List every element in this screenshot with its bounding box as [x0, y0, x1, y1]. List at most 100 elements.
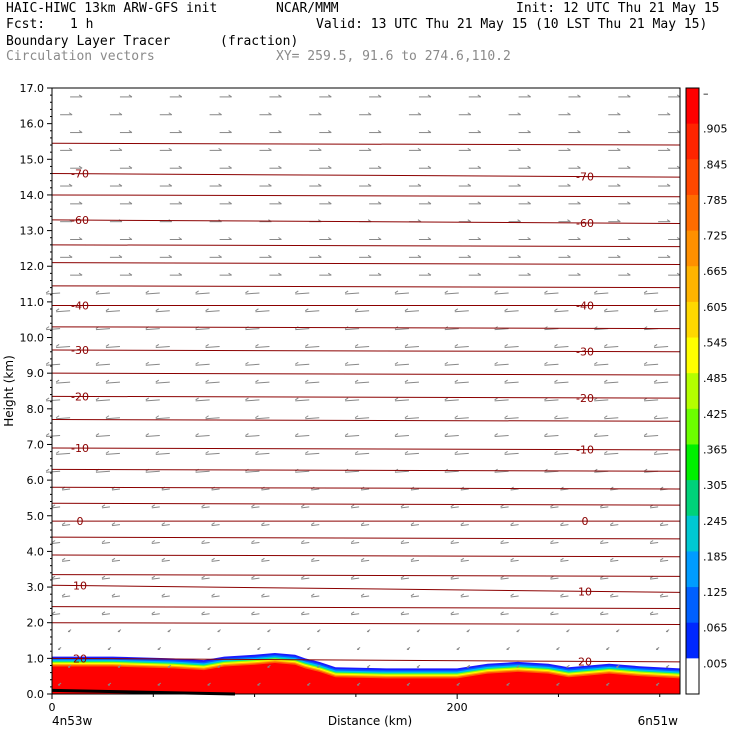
wind-vector: [594, 435, 609, 438]
wind-vector-head: [666, 254, 671, 258]
wind-vector-head: [178, 201, 183, 205]
wind-vector: [295, 435, 310, 438]
wind-vector-head: [61, 522, 66, 526]
wind-vector: [205, 452, 220, 455]
wind-vector: [311, 488, 320, 491]
wind-vector: [345, 292, 360, 295]
isotherm-label: 0: [77, 515, 84, 528]
wind-vector: [500, 577, 509, 580]
wind-vector-head: [161, 593, 166, 597]
wind-vector-head: [178, 272, 183, 276]
y-tick-label: 17.0: [20, 82, 45, 95]
terrain-line: [51, 688, 236, 696]
wind-vector-head: [504, 415, 508, 419]
wind-vector: [660, 595, 669, 598]
wind-vector: [450, 577, 459, 580]
wind-vector: [394, 328, 409, 331]
wind-vector-head: [504, 308, 508, 312]
wind-vector: [460, 595, 469, 598]
wind-vector-head: [151, 611, 156, 615]
wind-vector: [554, 381, 569, 384]
wind-vector: [361, 595, 370, 598]
wind-vector: [494, 399, 509, 402]
wind-vector: [394, 399, 409, 402]
wind-vector-head: [95, 433, 100, 436]
init-time: Init: 12 UTC Thu 21 May 15: [516, 1, 720, 16]
wind-vector-head: [616, 664, 620, 668]
isotherm-label: -70: [71, 168, 89, 181]
wind-vector-head: [417, 183, 422, 187]
wind-vector-head: [554, 415, 558, 419]
wind-vector-head: [394, 433, 399, 436]
wind-vector: [361, 559, 370, 562]
wind-vector-head: [400, 540, 405, 543]
x-tick-label: 0: [49, 701, 56, 714]
isotherm-line: [51, 574, 681, 577]
colorbar-label: .725: [703, 230, 728, 243]
wind-vector: [400, 613, 410, 616]
wind-vector-head: [516, 664, 520, 668]
wind-vector-head: [195, 290, 199, 294]
wind-vector-head: [460, 593, 465, 597]
wind-vector-head: [145, 433, 150, 436]
wind-vector-head: [168, 183, 173, 187]
wind-vector: [211, 524, 220, 527]
x-right-endpoint: 6n51w: [638, 714, 679, 728]
wind-vector-head: [394, 290, 399, 294]
wind-vector: [554, 417, 569, 420]
wind-vector: [111, 595, 121, 598]
wind-vector-head: [454, 308, 459, 312]
wind-vector: [544, 435, 559, 438]
wind-vector-head: [550, 611, 554, 615]
wind-vector: [301, 613, 310, 616]
wind-vector-head: [278, 165, 282, 169]
isotherm-label: -30: [576, 346, 594, 359]
wind-vector: [650, 577, 659, 580]
wind-vector-head: [404, 344, 409, 347]
wind-vector: [650, 542, 659, 544]
wind-vector-head: [427, 165, 432, 169]
wind-vector: [155, 381, 170, 384]
wind-vector: [444, 292, 459, 295]
colorbar-swatch: [686, 194, 699, 232]
wind-vector-head: [261, 593, 265, 597]
wind-vector-head: [404, 379, 409, 383]
wind-vector-head: [560, 593, 564, 597]
wind-vector-head: [544, 433, 548, 436]
wind-vector-head: [278, 94, 282, 98]
wind-vector-head: [201, 540, 205, 543]
wind-vector-head: [318, 183, 322, 187]
isotherm-label: -60: [71, 214, 89, 227]
wind-vector-head: [510, 522, 514, 526]
wind-vector-head: [205, 415, 209, 419]
wind-vector: [560, 559, 569, 562]
wind-vector-head: [107, 647, 112, 650]
wind-vector-head: [377, 272, 382, 276]
temperature-isotherms: -70 -70 -60 -60 -40 -40 -30 -30 -20 -20 -10 -10 0 0 10…: [51, 142, 681, 668]
wind-vector: [454, 310, 469, 313]
wind-vector-head: [506, 682, 510, 686]
wind-vector-head: [655, 647, 660, 650]
fcst-value: 1 h: [70, 17, 94, 32]
wind-vector-head: [500, 575, 504, 579]
wind-vector: [305, 381, 320, 384]
wind-vector-head: [161, 522, 166, 526]
wind-vector: [211, 595, 220, 598]
wind-vector-head: [145, 290, 150, 294]
wind-vector: [654, 417, 669, 420]
wind-vector-head: [560, 522, 564, 526]
wind-vector-head: [155, 415, 160, 419]
wind-vector-head: [627, 237, 631, 240]
wind-vector: [205, 417, 220, 420]
wind-vector: [444, 470, 459, 473]
wind-vector-head: [278, 201, 282, 205]
wind-vector-head: [101, 540, 106, 543]
wind-vector-head: [178, 165, 183, 169]
wind-vector: [494, 292, 509, 295]
wind-vector: [52, 613, 61, 616]
circulation-vectors: [45, 94, 681, 686]
wind-vector-head: [477, 94, 482, 98]
wind-vector-head: [128, 201, 133, 205]
y-axis-label: Height (km): [2, 355, 16, 426]
wind-vector-head: [527, 130, 531, 133]
